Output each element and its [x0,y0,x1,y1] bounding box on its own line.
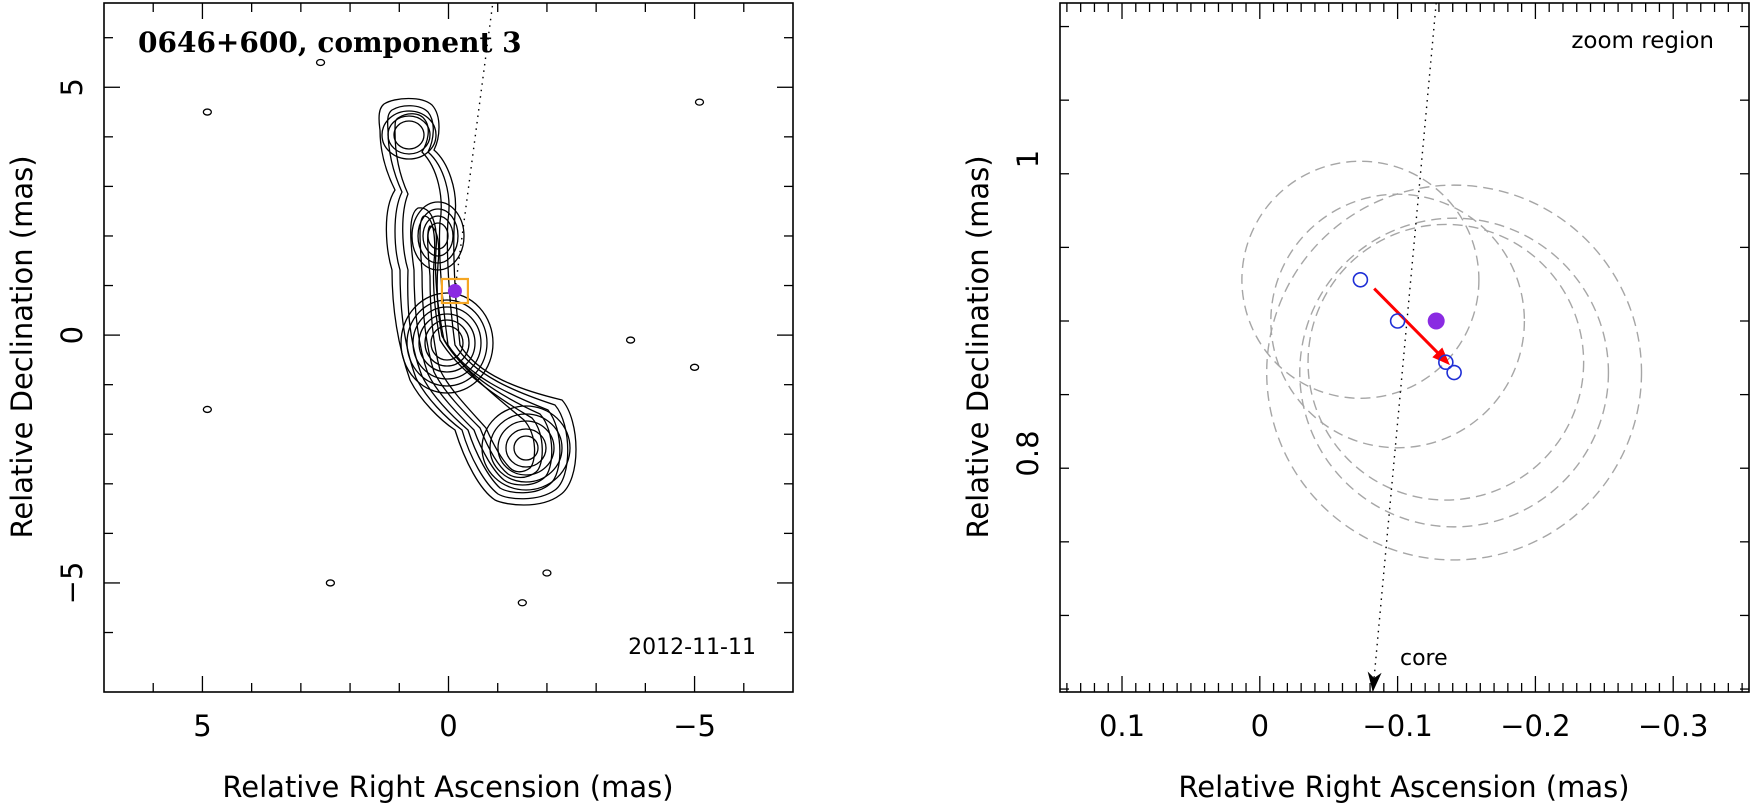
epoch-marker [1352,271,1369,288]
right-xtick-label: −0.3 [1638,709,1708,743]
noise-islands [202,58,705,607]
contour-level-3 [394,113,561,494]
component-box [440,277,469,305]
error-circle [1266,184,1643,561]
left-xlabel: Relative Right Ascension (mas) [222,770,673,804]
core-direction-dotted [1372,2,1437,693]
right-ytick-label: 0.8 [1011,430,1045,476]
left-xtick-label: 5 [193,709,211,743]
error-circle [1241,160,1480,399]
left-ytick-label: 0 [55,326,89,344]
left-ticks [104,3,793,692]
left-tick-labels: 5 0 −5 5 0 −5 [55,78,716,743]
contour-level-2 [386,105,569,500]
noise-island [202,108,213,116]
error-circle [1299,217,1610,528]
contour-level-5 [419,215,543,479]
left-ytick-label: −5 [55,562,89,605]
epoch-marker [1438,354,1454,371]
noise-island [694,98,705,106]
epoch-marker [1446,364,1462,381]
right-ylabel: Relative Declination (mas) [961,155,995,538]
left-title: 0646+600, component 3 [138,26,522,59]
right-overlay [1241,2,1643,693]
right-xtick-label: −0.1 [1362,709,1432,743]
left-panel: 5 0 −5 5 0 −5 [5,2,794,804]
core-label: core [1400,646,1448,671]
left-ylabel: Relative Declination (mas) [5,155,39,538]
left-overlay [440,2,494,305]
peak-north [381,110,437,160]
right-xtick-label: 0 [1251,709,1269,743]
left-ytick-label: 5 [55,78,89,96]
error-circle [1307,223,1585,501]
peak-south [481,405,571,491]
right-xtick-label: 0.1 [1099,709,1145,743]
component-marker [447,283,462,298]
right-xlabel: Relative Right Ascension (mas) [1178,770,1629,804]
contour-level-1 [378,97,577,506]
right-ytick-label: 1 [1011,150,1045,168]
noise-island [202,405,213,414]
right-ticks [1060,3,1749,692]
right-panel: 0.1 0 −0.1 −0.2 −0.3 1 0.8 zoom region core Re… [961,2,1750,804]
noise-island [625,336,636,344]
peak-upper [411,201,465,271]
date-label: 2012-11-11 [628,635,756,660]
right-tick-labels: 0.1 0 −0.1 −0.2 −0.3 1 0.8 [1011,150,1708,743]
noise-island [689,363,700,371]
noise-island [315,58,326,67]
contour-map [378,97,577,506]
noise-island [517,599,527,607]
epoch-marker [1389,313,1406,329]
noise-island [542,569,552,577]
core-arrowhead [1367,671,1382,692]
noise-island [325,579,336,587]
left-xtick-label: −5 [673,709,716,743]
zoom-region-label: zoom region [1571,28,1714,54]
peak-core [400,292,494,394]
motion-arrow [1373,287,1442,357]
right-xtick-label: −0.2 [1500,709,1570,743]
left-xtick-label: 0 [439,709,457,743]
component-filled-marker [1427,312,1445,330]
right-frame [1059,2,1750,693]
